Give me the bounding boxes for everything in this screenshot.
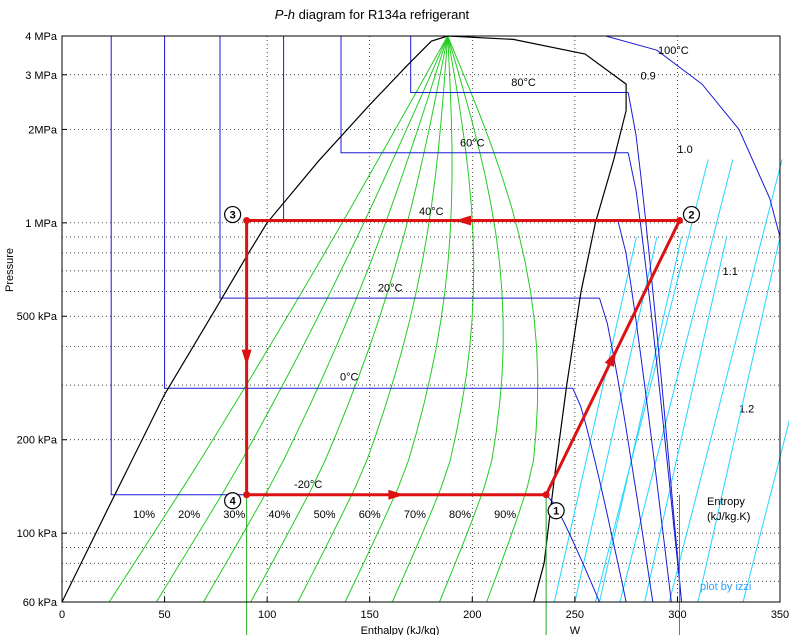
isotherm-line	[164, 36, 573, 389]
entropy-line	[598, 236, 683, 603]
state-point	[243, 217, 251, 225]
isotherm-label: 40°C	[419, 206, 444, 218]
state-label: 2	[688, 210, 694, 222]
work-label: W	[570, 625, 581, 635]
plot-frame	[61, 35, 781, 603]
isotherm-superheat	[627, 92, 682, 603]
y-tick-label: 500 kPa	[17, 311, 58, 323]
isotherm-line	[110, 36, 547, 496]
entropy-label: 1.1	[723, 266, 738, 278]
x-tick-label: 350	[771, 609, 789, 621]
y-tick-label: 4 MPa	[25, 31, 58, 43]
title-rest: diagram for R134a refrigerant	[295, 7, 470, 22]
quality-label: 20%	[178, 509, 200, 521]
state-badge	[224, 205, 242, 224]
entropy-line	[668, 159, 783, 603]
state-point	[542, 491, 550, 499]
isotherm-superheat	[572, 388, 627, 603]
entropy-title: Entropy	[707, 496, 745, 508]
isotherm-label: 100°C	[658, 45, 689, 57]
isotherm-superheat	[599, 297, 654, 603]
x-tick-label: 300	[668, 609, 686, 621]
y-tick-label: 3 MPa	[25, 70, 58, 82]
entropy-line	[644, 236, 728, 603]
state-label: 4	[230, 496, 237, 508]
x-tick-label: 150	[361, 609, 379, 621]
quality-label: 60%	[359, 509, 381, 521]
entropy-units: (kJ/kg.K)	[707, 511, 750, 523]
quality-line	[439, 35, 504, 603]
y-tick-label: 200 kPa	[17, 435, 58, 447]
isotherm-superheat	[627, 152, 682, 603]
quality-line	[108, 35, 449, 603]
y-tick-label: 2MPa	[28, 124, 58, 136]
y-axis-label: Pressure	[4, 248, 16, 292]
quality-line	[447, 35, 539, 603]
x-axis-label: Enthalpy (kJ/kg)	[361, 625, 440, 635]
isotherm-line	[283, 36, 618, 222]
quality-line	[155, 35, 449, 603]
quality-label: 30%	[223, 509, 245, 521]
entropy-line	[697, 236, 781, 603]
isotherm-label: 0°C	[340, 372, 359, 384]
entropy-line	[619, 159, 734, 603]
plot-credit: plot by izzi	[700, 581, 751, 593]
quality-label: 40%	[268, 509, 290, 521]
saturation-dome	[61, 35, 627, 603]
cycle-arrow	[241, 349, 252, 366]
quality-label: 50%	[314, 509, 336, 521]
isotherm-line	[340, 36, 629, 154]
quality-label: 90%	[494, 509, 516, 521]
state-badge	[682, 205, 701, 224]
isotherm-label: 80°C	[511, 77, 536, 89]
cycle-arrow	[604, 350, 617, 368]
isotherm-label: 20°C	[378, 283, 403, 295]
refrigeration-cycle: 1 2 3 4	[224, 205, 701, 635]
quality-lines: 10% 20% 30% 40% 50% 60% 70% 80% 90%	[108, 35, 539, 603]
quality-line	[250, 35, 449, 603]
entropy-lines: 0.9 1.0 1.1 1.2	[553, 70, 789, 603]
isotherm-superheat	[617, 220, 672, 603]
y-tick-label: 100 kPa	[17, 528, 58, 540]
chart-title: P-h diagram for R134a refrigerant	[275, 7, 470, 22]
x-tick-label: 200	[463, 609, 481, 621]
saturated-vapor-line	[447, 35, 627, 603]
state-point	[243, 491, 251, 499]
entropy-line	[742, 419, 789, 603]
entropy-line	[594, 159, 709, 603]
x-tick-label: 250	[566, 609, 584, 621]
cycle-arrow	[388, 489, 405, 500]
quality-label: 70%	[404, 509, 426, 521]
x-tick-label: 50	[158, 609, 170, 621]
quality-line	[391, 35, 475, 603]
state-badge	[224, 492, 242, 510]
entropy-label: 1.0	[677, 144, 692, 156]
state-label: 3	[230, 210, 236, 222]
quality-line	[344, 35, 453, 603]
y-tick-label: 60 kPa	[23, 597, 58, 609]
isotherm-line	[410, 36, 629, 93]
quality-label: 10%	[133, 509, 155, 521]
quality-label: 80%	[449, 509, 471, 521]
quality-line	[297, 35, 449, 603]
saturated-liquid-line	[61, 35, 448, 603]
axes: 0 50 100 150 200 250 300 350 60 kPa 100 kPa 200 kP…	[17, 31, 789, 621]
x-tick-label: 100	[258, 609, 276, 621]
isotherm-line	[219, 36, 600, 299]
x-tick-label: 0	[59, 609, 65, 621]
state-label: 1	[553, 506, 559, 518]
title-prefix: P-h	[275, 7, 295, 22]
entropy-label: 1.2	[739, 403, 754, 415]
isotherm-line	[605, 35, 781, 238]
cycle-arrow	[455, 215, 472, 226]
isotherm-label: 60°C	[460, 138, 485, 150]
state-point	[675, 217, 683, 225]
isotherm-label: -20°C	[294, 479, 322, 491]
state-badge	[547, 502, 565, 520]
quality-line	[203, 35, 449, 603]
entropy-line	[553, 236, 637, 603]
entropy-label: 0.9	[641, 70, 656, 82]
y-tick-label: 1 MPa	[25, 218, 58, 230]
